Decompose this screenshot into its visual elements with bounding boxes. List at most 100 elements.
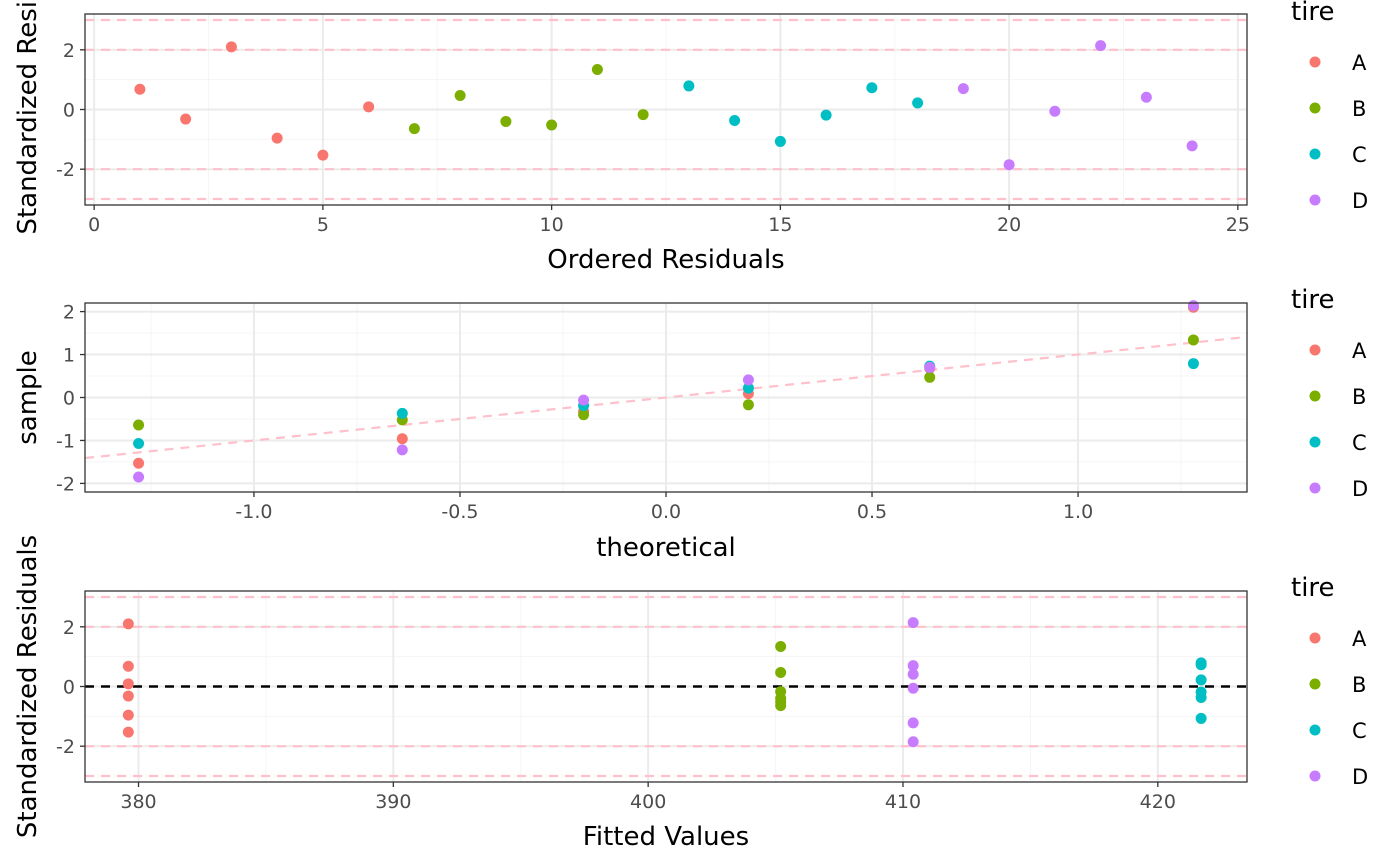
data-point-A	[122, 726, 134, 738]
data-point-B	[591, 64, 603, 76]
x-tick-label: 5	[317, 214, 329, 236]
data-point-D	[924, 361, 936, 373]
data-point-D	[578, 394, 590, 406]
data-point-D	[1049, 105, 1061, 117]
data-point-A	[122, 678, 134, 690]
legend-label-D: D	[1352, 189, 1368, 213]
x-tick-label: 420	[1140, 791, 1176, 813]
legend-key-B	[1309, 390, 1321, 402]
x-tick-label: -0.5	[441, 501, 478, 523]
legend-key-A	[1309, 344, 1321, 356]
data-point-B	[924, 371, 936, 383]
data-point-D	[1186, 140, 1198, 152]
data-point-B	[637, 109, 649, 121]
data-point-B	[500, 115, 512, 127]
legend-key-D	[1309, 194, 1321, 206]
legend-label-C: C	[1352, 719, 1367, 743]
data-point-A	[134, 83, 146, 95]
data-point-D	[907, 717, 919, 729]
x-tick-label: 0.5	[857, 501, 887, 523]
x-axis-title: Ordered Residuals	[547, 245, 784, 275]
data-point-B	[578, 409, 590, 421]
legend-key-B	[1309, 102, 1321, 114]
data-point-B	[775, 700, 787, 712]
legend-label-C: C	[1352, 431, 1367, 455]
data-point-B	[742, 399, 754, 411]
x-tick-label: 410	[885, 791, 921, 813]
data-point-B	[546, 119, 558, 131]
x-tick-label: 390	[375, 791, 411, 813]
y-tick-label: -2	[56, 736, 75, 758]
data-point-B	[1187, 334, 1199, 346]
data-point-A	[122, 618, 134, 630]
legend-key-D	[1309, 770, 1321, 782]
y-tick-label: 2	[63, 302, 75, 324]
legend-key-B	[1309, 678, 1321, 690]
y-tick-label: -2	[56, 159, 75, 181]
data-point-D	[907, 668, 919, 680]
data-point-A	[396, 433, 408, 445]
data-point-D	[907, 617, 919, 629]
qq-reference-line	[84, 335, 1248, 460]
data-point-C	[683, 80, 695, 92]
legend-label-A: A	[1352, 627, 1367, 651]
data-point-C	[866, 82, 878, 94]
legend-label-D: D	[1352, 477, 1368, 501]
legend-title: tire	[1291, 0, 1335, 27]
x-axis-title: Fitted Values	[583, 822, 749, 852]
legend-key-C	[1309, 436, 1321, 448]
data-point-C	[912, 97, 924, 109]
y-axis-title: Standardized Residuals	[13, 535, 43, 838]
x-tick-label: 10	[540, 214, 564, 236]
data-point-C	[1195, 674, 1207, 686]
x-tick-label: 1.0	[1063, 501, 1093, 523]
legend-key-A	[1309, 632, 1321, 644]
data-point-D	[133, 471, 145, 483]
y-tick-label: 2	[63, 617, 75, 639]
data-point-C	[1187, 358, 1199, 370]
data-point-D	[742, 374, 754, 386]
data-point-D	[907, 660, 919, 672]
x-axis-title: theoretical	[596, 533, 736, 563]
data-point-C	[1195, 659, 1207, 671]
x-tick-label: 20	[997, 214, 1021, 236]
legend-key-C	[1309, 148, 1321, 160]
y-tick-label: 2	[63, 40, 75, 62]
data-point-A	[271, 132, 283, 144]
data-point-D	[1187, 300, 1199, 312]
data-point-C	[729, 115, 741, 127]
legend-key-D	[1309, 482, 1321, 494]
panel-2: -1.0 -0.5 0.0 0.5 1.0 -2 -1 0 1 2 theoretical sampl…	[13, 285, 1368, 563]
data-point-D	[907, 736, 919, 748]
data-point-D	[1003, 159, 1015, 171]
data-point-D	[957, 83, 969, 95]
y-tick-label: 0	[63, 100, 75, 122]
y-tick-label: -2	[56, 473, 75, 495]
data-point-A	[133, 457, 145, 469]
data-point-B	[133, 419, 145, 431]
legend-title: tire	[1291, 573, 1335, 603]
data-point-A	[363, 101, 375, 113]
x-tick-label: -1.0	[235, 501, 272, 523]
y-tick-label: 1	[63, 345, 75, 367]
data-point-B	[454, 89, 466, 101]
data-point-A	[122, 690, 134, 702]
y-tick-label: -1	[56, 430, 75, 452]
legend-label-C: C	[1352, 143, 1367, 167]
data-point-D	[1140, 91, 1152, 103]
x-tick-label: 0.0	[651, 501, 681, 523]
data-point-C	[396, 407, 408, 419]
data-point-A	[180, 113, 192, 125]
panel-1: 0 5 10 15 20 25 -2 0 2 Ordered Residuals Standardi…	[13, 0, 1368, 275]
legend-key-A	[1309, 56, 1321, 68]
data-point-C	[774, 135, 786, 147]
data-point-C	[820, 109, 832, 121]
x-tick-label: 25	[1226, 214, 1250, 236]
legend-label-B: B	[1352, 385, 1366, 409]
data-point-C	[1195, 692, 1207, 704]
x-tick-label: 15	[768, 214, 792, 236]
legend-label-A: A	[1352, 339, 1367, 363]
